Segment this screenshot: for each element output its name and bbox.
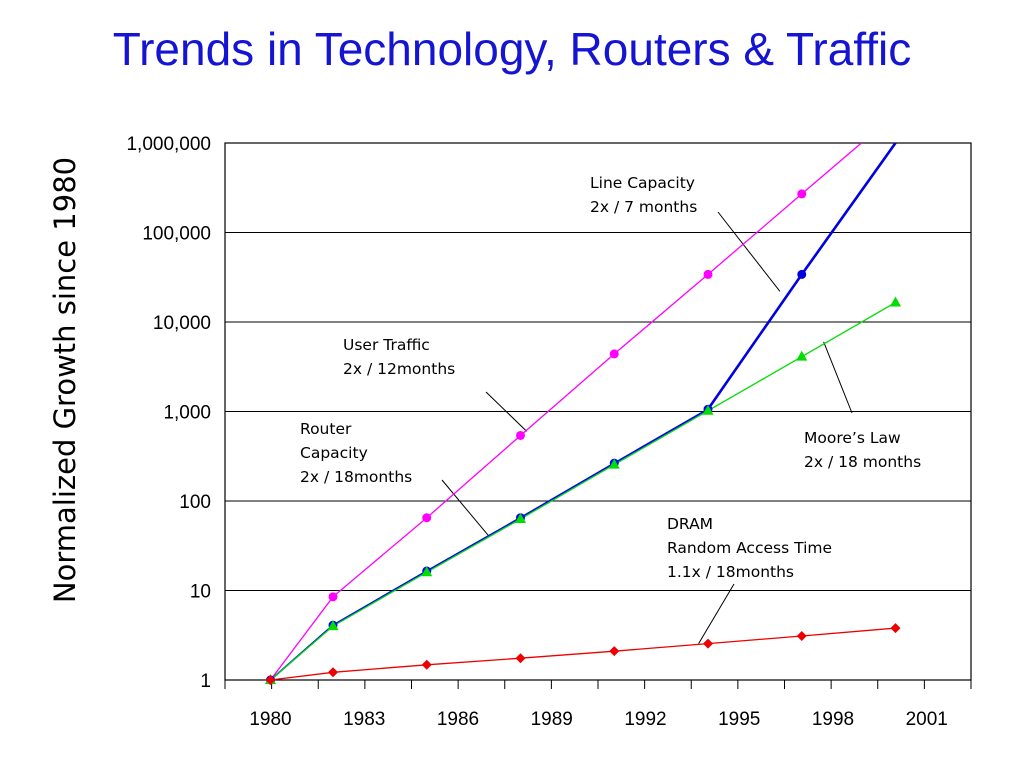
y-tick-label: 100 — [179, 492, 211, 513]
leader-line — [717, 211, 781, 292]
data-point — [515, 512, 526, 523]
annotation-line: User Traffic — [343, 336, 430, 354]
axis-layer: 1 10 100 1,000 10,000 100,000 1,000,000 1980 198… — [126, 134, 972, 730]
data-point — [796, 631, 807, 642]
x-tick-label: 1983 — [343, 709, 385, 730]
slide-title: Trends in Technology, Routers & Traffic — [112, 23, 912, 75]
data-point — [796, 350, 808, 361]
annotation-moores-law: Moore’s Law 2x / 18 months — [804, 429, 921, 471]
annotation-line: 1.1x / 18months — [667, 563, 794, 581]
data-point — [265, 675, 276, 685]
data-point — [797, 189, 807, 199]
x-tick-label: 1980 — [249, 709, 291, 730]
annotation-layer: Line Capacity 2x / 7 months User Traffic 2x… — [300, 174, 921, 581]
annotation-line: 2x / 12months — [343, 360, 455, 378]
data-point — [609, 349, 619, 359]
leader-layer — [441, 211, 853, 644]
annotation-dram: DRAM Random Access Time 1.1x / 18months — [667, 515, 832, 581]
data-point — [890, 296, 901, 307]
annotation-line: Router — [300, 420, 352, 438]
data-point — [608, 458, 620, 469]
data-point — [703, 269, 713, 279]
data-point — [421, 566, 433, 577]
leader-line — [698, 583, 735, 644]
data-point — [328, 667, 338, 678]
marker-layer — [265, 189, 901, 685]
annotation-line: 2x / 7 months — [590, 198, 697, 216]
y-tick-label: 100,000 — [142, 224, 211, 245]
annotation-router-capacity: Router Capacity 2x / 18months — [300, 420, 412, 486]
leader-line — [441, 479, 490, 537]
annotation-line: 2x / 18months — [300, 468, 412, 486]
series-line — [270, 627, 896, 681]
grid-layer — [225, 232, 971, 591]
y-tick-label: 10,000 — [153, 313, 211, 334]
y-tick-label: 1,000 — [163, 403, 211, 424]
y-tick-label: 1 — [200, 671, 211, 692]
data-point — [515, 653, 526, 664]
data-point — [797, 269, 807, 279]
data-point — [328, 592, 338, 602]
leader-line — [823, 341, 853, 414]
data-point — [703, 638, 713, 649]
annotation-line: DRAM — [667, 515, 713, 533]
annotation-line: Random Access Time — [667, 539, 832, 557]
data-point — [421, 659, 432, 670]
y-tick-label: 10 — [190, 582, 211, 603]
x-tick-label: 1995 — [718, 709, 760, 730]
x-tick-label: 1992 — [624, 709, 666, 730]
data-point — [422, 513, 432, 523]
annotation-line-capacity: Line Capacity 2x / 7 months — [590, 174, 697, 216]
annotation-line: Capacity — [300, 444, 368, 462]
x-tick-label: 1998 — [812, 709, 854, 730]
x-tick-label: 2001 — [906, 709, 948, 730]
annotation-line: Moore’s Law — [804, 429, 901, 447]
y-tick-label: 1,000,000 — [126, 134, 211, 155]
annotation-line: 2x / 18 months — [804, 453, 921, 471]
data-point — [890, 623, 901, 634]
annotation-line: Line Capacity — [590, 174, 695, 192]
x-tick-label: 1986 — [437, 709, 479, 730]
series-line — [269, 142, 862, 681]
data-point — [702, 404, 714, 415]
data-point — [327, 620, 339, 631]
series-line — [270, 301, 896, 681]
data-point — [516, 430, 525, 440]
annotation-user-traffic: User Traffic 2x / 12months — [343, 336, 455, 378]
data-point — [609, 646, 620, 657]
leader-line — [485, 391, 528, 432]
x-tick-label: 1989 — [531, 709, 573, 730]
